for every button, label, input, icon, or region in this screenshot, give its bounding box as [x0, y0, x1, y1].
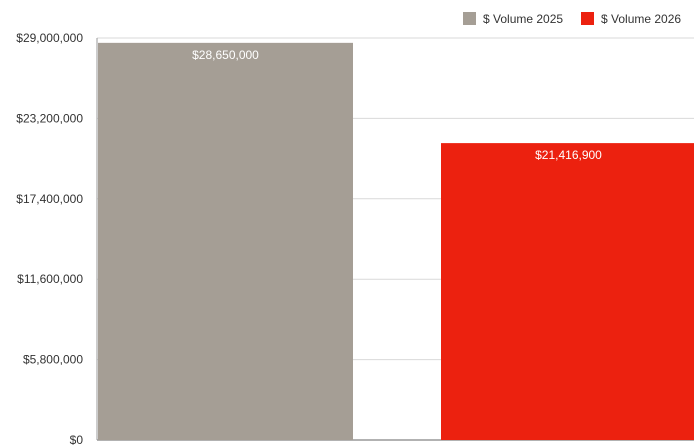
legend-swatch	[463, 12, 476, 25]
y-tick-label: $17,400,000	[16, 192, 83, 206]
y-tick-label: $29,000,000	[16, 31, 83, 45]
bar	[441, 143, 694, 440]
y-tick-label: $11,600,000	[17, 272, 83, 286]
legend: $ Volume 2025 $ Volume 2026	[463, 12, 681, 26]
y-tick-label: $23,200,000	[16, 111, 83, 125]
y-tick-label: $5,800,000	[23, 353, 83, 367]
data-label: $28,650,000	[192, 48, 259, 62]
legend-label: $ Volume 2026	[601, 12, 681, 26]
bar	[98, 42, 353, 441]
legend-swatch	[581, 12, 594, 25]
legend-label: $ Volume 2025	[483, 12, 563, 26]
data-label: $21,416,900	[535, 148, 602, 162]
y-tick-label: $0	[70, 433, 84, 447]
bars	[98, 42, 694, 441]
data-labels: $28,650,000 $21,416,900	[192, 48, 602, 162]
y-axis: $0 $5,800,000 $11,600,000 $17,400,000 $23,20…	[16, 31, 98, 447]
